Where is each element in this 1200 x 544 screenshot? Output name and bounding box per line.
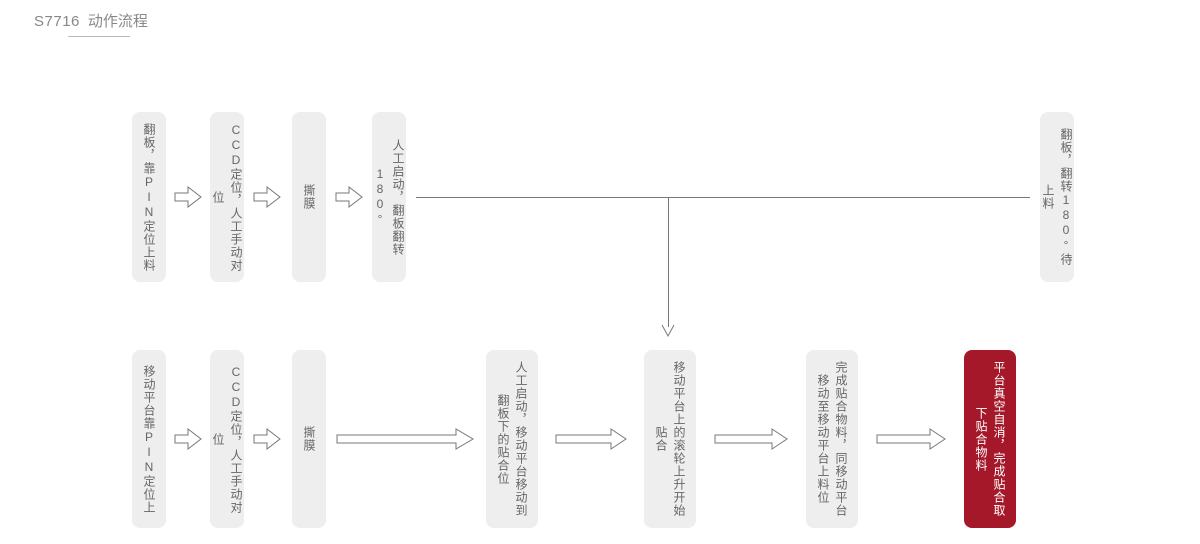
arrow-right-icon: [335, 186, 363, 208]
node-label: 移动平台上的滚轮上升开始贴合: [652, 360, 688, 518]
node-b4: 人工启动，移动平台移动到翻板下的贴合位: [486, 350, 538, 528]
node-t2: CCD定位，人工手动对位: [210, 112, 244, 282]
node-t4: 人工启动，翻板翻转180°: [372, 112, 406, 282]
node-label: 平台真空自消，完成贴合取下贴合物料: [972, 360, 1008, 518]
node-label: 翻板，靠PIN定位上料: [140, 123, 158, 272]
arrow-right-icon: [253, 428, 281, 450]
connector-drop-vline: [668, 197, 669, 327]
node-label: 撕膜: [300, 184, 318, 210]
header-title: 动作流程: [88, 10, 148, 31]
arrow-right-icon: [876, 428, 946, 450]
node-label: 人工启动，移动平台移动到翻板下的贴合位: [494, 360, 530, 518]
node-b3: 撕膜: [292, 350, 326, 528]
node-b1: 移动平台靠PIN定位上: [132, 350, 166, 528]
node-label: CCD定位，人工手动对位: [209, 360, 245, 518]
arrow-right-icon: [555, 428, 627, 450]
node-label: 完成贴合物料，同移动平台移动至移动平台上料位: [814, 360, 850, 518]
arrow-right-icon: [253, 186, 281, 208]
arrow-right-long-icon: [336, 428, 474, 450]
node-label: 移动平台靠PIN定位上: [140, 365, 158, 514]
arrow-right-icon: [714, 428, 788, 450]
node-t5: 翻板，翻转180°待上料: [1040, 112, 1074, 282]
node-label: CCD定位，人工手动对位: [209, 122, 245, 272]
node-label: 撕膜: [300, 426, 318, 452]
page-header: S7716 动作流程: [34, 10, 148, 31]
node-b2: CCD定位，人工手动对位: [210, 350, 244, 528]
node-b6: 完成贴合物料，同移动平台移动至移动平台上料位: [806, 350, 858, 528]
node-t1: 翻板，靠PIN定位上料: [132, 112, 166, 282]
arrow-right-icon: [174, 186, 202, 208]
arrow-down-icon: [661, 324, 675, 338]
node-t3: 撕膜: [292, 112, 326, 282]
diagram-canvas: S7716 动作流程 翻板，靠PIN定位上料 CCD定位，人工手动对位 撕膜 人…: [0, 0, 1200, 544]
node-b7-highlight: 平台真空自消，完成贴合取下贴合物料: [964, 350, 1016, 528]
arrow-right-icon: [174, 428, 202, 450]
node-label: 翻板，翻转180°待上料: [1039, 122, 1075, 272]
connector-top-hline: [416, 197, 1030, 198]
header-code: S7716: [34, 13, 80, 30]
node-label: 人工启动，翻板翻转180°: [371, 122, 407, 272]
node-b5: 移动平台上的滚轮上升开始贴合: [644, 350, 696, 528]
header-underline: [68, 36, 130, 37]
